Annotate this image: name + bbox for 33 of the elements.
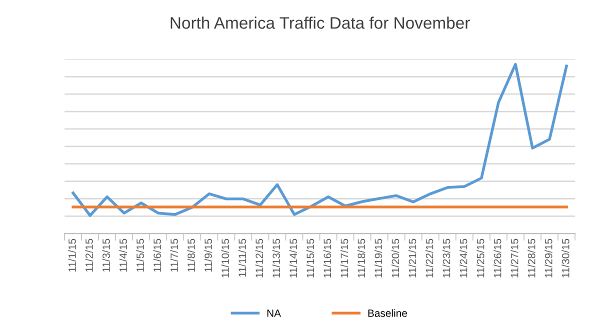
x-tick-label: 11/5/15 (136, 238, 144, 272)
legend-label: Baseline (368, 309, 407, 317)
x-tick-label: 11/14/15 (289, 238, 298, 278)
x-tick-label: 11/25/15 (476, 238, 484, 278)
x-tick-label: 11/24/15 (460, 238, 468, 278)
legend-label: NA (267, 310, 281, 317)
x-tick-label: 11/17/15 (340, 238, 348, 278)
x-tick-label: 11/6/15 (153, 238, 161, 272)
x-tick-label: 11/20/15 (392, 238, 400, 278)
x-tick-label: 11/22/15 (426, 238, 434, 278)
x-tick-label: 11/2/15 (85, 238, 93, 272)
x-tick-label: 11/9/15 (204, 238, 212, 272)
x-tick-label: 11/26/15 (494, 238, 502, 278)
x-tick-label: 11/18/15 (357, 238, 366, 278)
x-tick-label: 11/27/15 (510, 238, 518, 278)
x-tick-label: 11/30/15 (562, 238, 570, 278)
x-tick-label: 11/13/15 (272, 238, 280, 278)
x-tick-label: 11/15/15 (306, 238, 314, 278)
x-tick-label: 11/8/15 (187, 238, 195, 272)
x-tick-label: 11/11/15 (238, 238, 246, 277)
x-tick-label: 11/1/15 (68, 238, 76, 272)
x-tick-label: 11/12/15 (255, 238, 264, 278)
x-tick-label: 11/4/15 (119, 238, 127, 272)
x-tick-label: 11/21/15 (408, 238, 416, 278)
x-tick-label: 11/10/15 (221, 238, 230, 278)
chart-title: North America Traffic Data for November (170, 16, 470, 29)
x-tick-label: 11/19/15 (374, 238, 382, 278)
x-tick-label: 11/3/15 (102, 238, 110, 272)
x-tick-label: 11/29/15 (544, 238, 552, 278)
x-tick-label: 11/16/15 (323, 238, 332, 278)
x-tick-label: 11/28/15 (528, 238, 536, 278)
x-tick-label: 11/23/15 (442, 238, 450, 278)
x-tick-label: 11/7/15 (170, 238, 178, 272)
